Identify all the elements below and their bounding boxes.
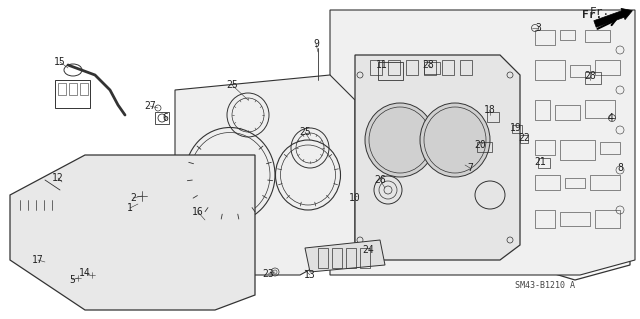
Bar bbox=[535, 175, 560, 190]
Bar bbox=[424, 62, 440, 74]
Text: 24: 24 bbox=[362, 245, 374, 255]
Bar bbox=[60, 178, 78, 203]
Text: SM43-B1210 A: SM43-B1210 A bbox=[515, 280, 575, 290]
Text: 11: 11 bbox=[376, 60, 388, 70]
Text: 25: 25 bbox=[226, 80, 238, 90]
Text: 20: 20 bbox=[474, 140, 486, 150]
Bar bbox=[108, 233, 157, 245]
Text: 5: 5 bbox=[69, 275, 75, 285]
Text: 6: 6 bbox=[162, 113, 168, 123]
Text: 13: 13 bbox=[304, 270, 316, 280]
Text: 28: 28 bbox=[422, 60, 434, 70]
Bar bbox=[69, 83, 77, 95]
Ellipse shape bbox=[365, 103, 435, 177]
Bar bbox=[535, 30, 555, 45]
Bar bbox=[560, 140, 595, 160]
Bar bbox=[560, 212, 590, 226]
Bar bbox=[535, 140, 555, 155]
Text: 23: 23 bbox=[262, 269, 274, 279]
Text: 10: 10 bbox=[349, 193, 361, 203]
Bar bbox=[442, 60, 454, 75]
Ellipse shape bbox=[420, 103, 490, 177]
Bar bbox=[370, 60, 382, 75]
Bar bbox=[585, 30, 610, 42]
Bar bbox=[460, 60, 472, 75]
Text: Fr.: Fr. bbox=[582, 10, 602, 20]
Text: 17: 17 bbox=[32, 255, 44, 265]
Bar bbox=[487, 112, 499, 122]
Bar bbox=[555, 105, 580, 120]
Text: 25: 25 bbox=[299, 127, 311, 137]
Bar bbox=[535, 60, 565, 80]
Bar bbox=[114, 270, 122, 280]
Bar bbox=[388, 60, 400, 75]
Polygon shape bbox=[330, 10, 635, 275]
Text: 3: 3 bbox=[535, 23, 541, 33]
Text: 15: 15 bbox=[54, 57, 66, 67]
Polygon shape bbox=[355, 55, 520, 260]
Bar bbox=[332, 248, 342, 268]
Text: 12: 12 bbox=[52, 173, 64, 183]
Bar bbox=[595, 60, 620, 75]
Bar bbox=[424, 60, 436, 75]
Polygon shape bbox=[305, 240, 385, 272]
Text: 14: 14 bbox=[79, 268, 91, 278]
Text: 7: 7 bbox=[467, 163, 473, 173]
Bar bbox=[58, 83, 66, 95]
Bar bbox=[360, 248, 370, 268]
Bar bbox=[590, 175, 620, 190]
Bar bbox=[130, 200, 150, 214]
Bar bbox=[565, 178, 585, 188]
Bar bbox=[585, 100, 615, 118]
Text: 22: 22 bbox=[518, 133, 530, 143]
Polygon shape bbox=[10, 155, 255, 310]
Polygon shape bbox=[175, 75, 355, 275]
Bar bbox=[535, 100, 550, 120]
Bar bbox=[378, 62, 403, 80]
Bar bbox=[595, 210, 620, 228]
Text: Fr.: Fr. bbox=[590, 7, 610, 17]
Bar bbox=[41, 257, 49, 267]
FancyArrow shape bbox=[594, 8, 632, 27]
Bar bbox=[155, 112, 169, 124]
Text: 21: 21 bbox=[534, 157, 546, 167]
Bar bbox=[512, 125, 522, 133]
Bar bbox=[55, 80, 90, 108]
Bar bbox=[560, 30, 575, 40]
Bar bbox=[600, 142, 620, 154]
Bar bbox=[585, 72, 601, 84]
Text: 18: 18 bbox=[484, 105, 496, 115]
Text: 2: 2 bbox=[130, 193, 136, 203]
Bar bbox=[520, 135, 528, 143]
Bar bbox=[535, 210, 555, 228]
Bar bbox=[570, 65, 590, 77]
Bar bbox=[80, 83, 88, 95]
Text: 1: 1 bbox=[127, 203, 133, 213]
Text: 16: 16 bbox=[192, 207, 204, 217]
Bar bbox=[46, 273, 54, 283]
Bar bbox=[477, 142, 492, 152]
Text: 9: 9 bbox=[313, 39, 319, 49]
Bar bbox=[346, 248, 356, 268]
Text: 26: 26 bbox=[374, 175, 386, 185]
Text: 8: 8 bbox=[617, 163, 623, 173]
Bar bbox=[538, 158, 550, 168]
Polygon shape bbox=[525, 15, 630, 280]
Text: 4: 4 bbox=[607, 113, 613, 123]
Bar bbox=[318, 248, 328, 268]
Bar bbox=[105, 230, 160, 248]
Text: 27: 27 bbox=[144, 101, 156, 111]
Bar bbox=[406, 60, 418, 75]
Text: 19: 19 bbox=[510, 123, 522, 133]
Text: 28: 28 bbox=[584, 71, 596, 81]
